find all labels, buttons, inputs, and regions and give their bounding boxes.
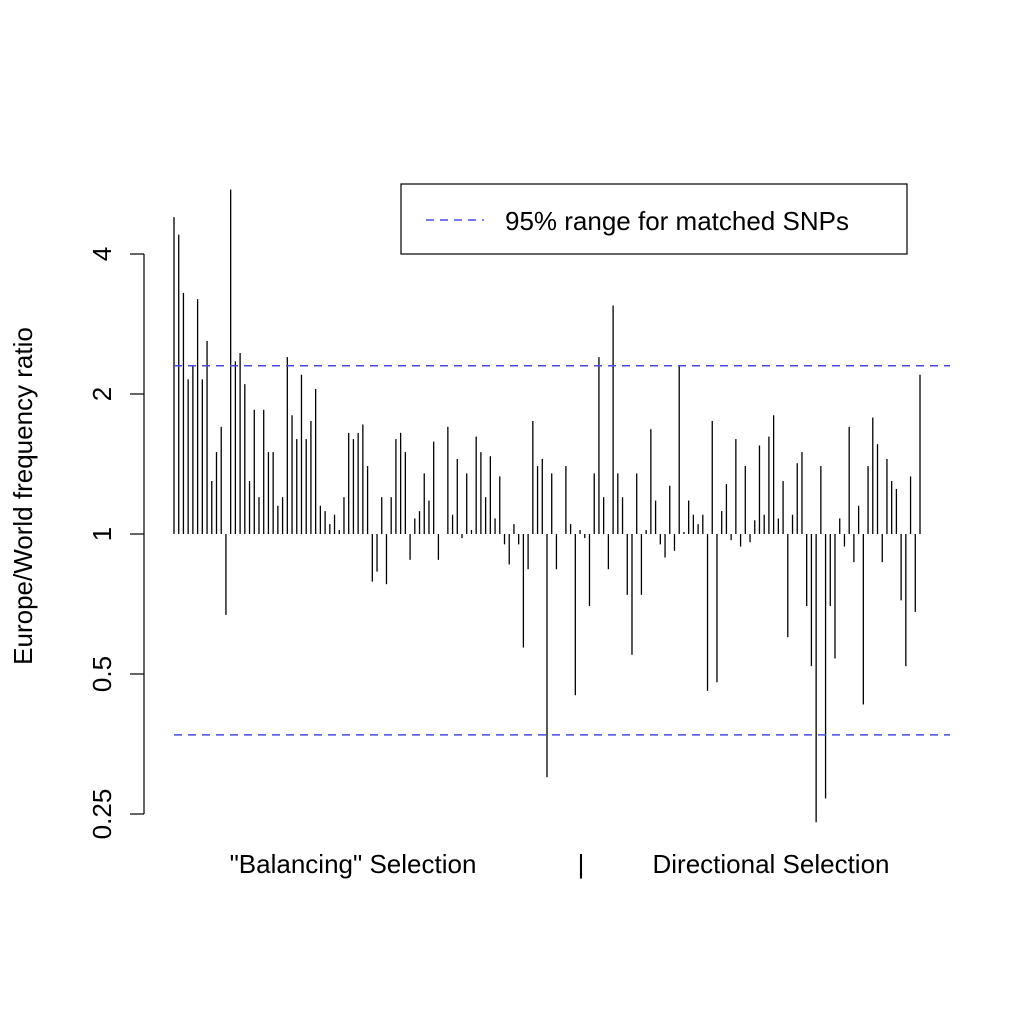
y-tick-label: 0.5 xyxy=(87,656,117,692)
y-tick-label: 2 xyxy=(87,387,117,401)
y-axis: 0.25 0.5 1 2 4 xyxy=(87,247,145,840)
y-tick-label: 0.25 xyxy=(87,789,117,840)
group-separator: | xyxy=(578,849,585,879)
y-axis-label: Europe/World frequency ratio xyxy=(8,327,38,665)
bars xyxy=(173,189,921,823)
legend-label: 95% range for matched SNPs xyxy=(505,206,849,236)
group-label-directional: Directional Selection xyxy=(652,849,889,879)
legend: 95% range for matched SNPs xyxy=(400,183,908,255)
y-tick-label: 1 xyxy=(87,527,117,541)
y-tick-label: 4 xyxy=(87,247,117,261)
group-label-balancing: "Balancing" Selection xyxy=(230,849,477,879)
legend-box xyxy=(400,183,908,255)
